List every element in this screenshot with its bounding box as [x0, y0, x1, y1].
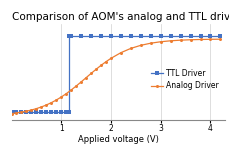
Analog Driver	[119, 52, 122, 54]
TTL Driver	[40, 111, 43, 113]
Analog Driver	[129, 48, 132, 49]
Analog Driver	[35, 108, 38, 109]
TTL Driver	[20, 111, 23, 113]
TTL Driver	[79, 35, 82, 37]
Analog Driver	[45, 104, 47, 106]
Analog Driver	[25, 110, 28, 112]
Analog Driver	[178, 39, 181, 41]
Analog Driver	[15, 112, 18, 114]
Analog Driver	[208, 38, 211, 40]
TTL Driver	[139, 35, 142, 37]
Analog Driver	[198, 39, 201, 40]
Analog Driver	[30, 109, 33, 111]
TTL Driver	[45, 111, 47, 113]
Line: TTL Driver: TTL Driver	[10, 34, 221, 114]
TTL Driver	[55, 111, 57, 113]
TTL Driver	[25, 111, 28, 113]
Analog Driver	[104, 61, 107, 63]
Analog Driver	[84, 77, 87, 79]
Analog Driver	[89, 73, 92, 74]
Analog Driver	[188, 39, 191, 41]
Analog Driver	[70, 89, 72, 91]
TTL Driver	[149, 35, 152, 37]
TTL Driver	[67, 35, 70, 37]
Analog Driver	[99, 64, 102, 66]
TTL Driver	[30, 111, 33, 113]
TTL Driver	[10, 111, 13, 113]
Line: Analog Driver: Analog Driver	[10, 38, 221, 115]
TTL Driver	[70, 35, 72, 37]
TTL Driver	[169, 35, 171, 37]
Analog Driver	[55, 99, 57, 101]
Analog Driver	[169, 40, 171, 42]
TTL Driver	[99, 35, 102, 37]
TTL Driver	[15, 111, 18, 113]
Analog Driver	[10, 113, 13, 114]
Analog Driver	[139, 44, 142, 46]
Analog Driver	[60, 96, 62, 98]
Analog Driver	[94, 68, 97, 70]
TTL Driver	[218, 35, 221, 37]
Analog Driver	[20, 111, 23, 113]
TTL Driver	[60, 111, 62, 113]
Analog Driver	[218, 38, 221, 40]
TTL Driver	[119, 35, 122, 37]
Analog Driver	[65, 93, 67, 94]
Analog Driver	[50, 102, 52, 104]
Text: Comparison of AOM's analog and TTL driv: Comparison of AOM's analog and TTL driv	[11, 12, 229, 22]
TTL Driver	[67, 111, 70, 113]
TTL Driver	[198, 35, 201, 37]
TTL Driver	[159, 35, 161, 37]
TTL Driver	[50, 111, 52, 113]
TTL Driver	[208, 35, 211, 37]
TTL Driver	[188, 35, 191, 37]
Analog Driver	[149, 42, 152, 44]
X-axis label: Applied voltage (V): Applied voltage (V)	[78, 135, 158, 144]
TTL Driver	[89, 35, 92, 37]
TTL Driver	[178, 35, 181, 37]
TTL Driver	[35, 111, 38, 113]
Analog Driver	[40, 106, 43, 108]
Analog Driver	[109, 57, 112, 59]
Analog Driver	[159, 41, 161, 43]
TTL Driver	[65, 111, 67, 113]
TTL Driver	[129, 35, 132, 37]
Analog Driver	[74, 85, 77, 87]
Analog Driver	[79, 81, 82, 83]
Legend: TTL Driver, Analog Driver: TTL Driver, Analog Driver	[147, 66, 221, 93]
TTL Driver	[109, 35, 112, 37]
